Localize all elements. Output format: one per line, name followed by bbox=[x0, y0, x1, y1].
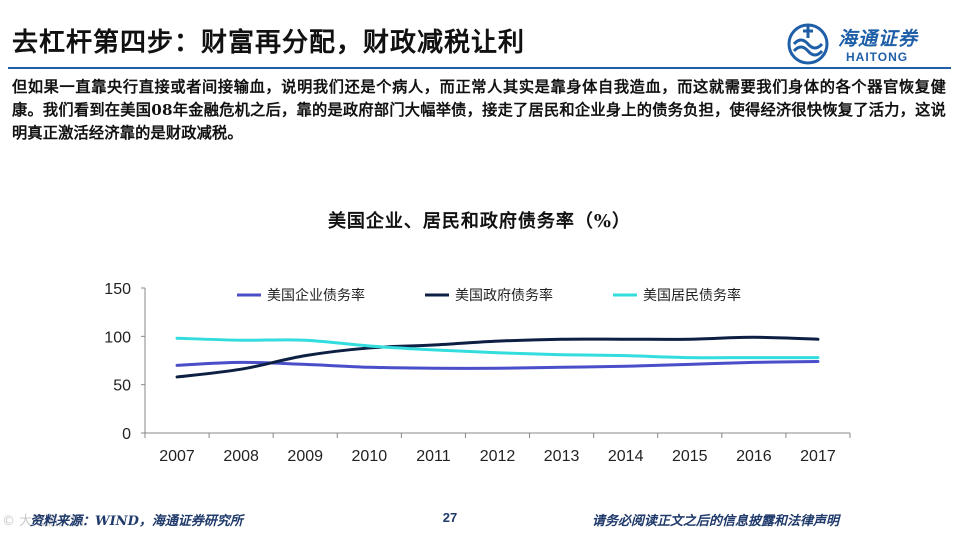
x-tick-label: 2012 bbox=[480, 448, 516, 465]
legend-label-3: 美国居民债务率 bbox=[643, 287, 741, 304]
slide-title: 去杠杆第四步：财富再分配，财政减税让利 bbox=[12, 28, 526, 58]
body-paragraph: 但如果一直靠央行直接或者间接输血，说明我们还是个病人，而正常人其实是靠身体自我造… bbox=[12, 78, 946, 142]
legend-label-2: 美国政府债务率 bbox=[455, 287, 553, 304]
chart-title: 美国企业、居民和政府债务率（%） bbox=[327, 211, 632, 232]
x-tick-label: 2017 bbox=[800, 448, 836, 465]
watermark: © 大数据文摘 bbox=[2, 514, 85, 529]
y-tick-label: 150 bbox=[104, 281, 131, 298]
y-tick-label: 0 bbox=[122, 426, 131, 443]
x-tick-label: 2013 bbox=[544, 448, 580, 465]
series-line-2 bbox=[175, 335, 820, 379]
footer-source: 资料来源：WIND，海通证券研究所 bbox=[30, 514, 243, 529]
y-tick-label: 100 bbox=[104, 329, 131, 346]
series-line-3 bbox=[175, 336, 820, 360]
debt-ratio-line-chart: 0 50 100 150 2007 2008 2009 2010 2011 2012 2013 201… bbox=[104, 281, 851, 465]
title-divider bbox=[8, 67, 951, 69]
haitong-emblem-icon bbox=[787, 23, 829, 65]
logo-chinese-name: 海通证券 bbox=[838, 28, 919, 50]
logo-english-name: HAITONG bbox=[846, 50, 909, 64]
haitong-logo: 海通证券 HAITONG bbox=[786, 22, 956, 66]
footer-disclaimer: 请务必阅读正文之后的信息披露和法律声明 bbox=[592, 514, 840, 529]
x-tick-label: 2014 bbox=[608, 448, 644, 465]
x-tick-label: 2016 bbox=[736, 448, 772, 465]
legend-label-1: 美国企业债务率 bbox=[267, 287, 365, 304]
x-tick-label: 2015 bbox=[672, 448, 708, 465]
x-tick-label: 2007 bbox=[159, 448, 195, 465]
x-tick-label: 2010 bbox=[352, 448, 388, 465]
x-tick-label: 2008 bbox=[223, 448, 259, 465]
page-number: 27 bbox=[442, 510, 458, 525]
series-line-1 bbox=[175, 359, 820, 370]
y-tick-label: 50 bbox=[113, 378, 131, 395]
x-tick-label: 2011 bbox=[416, 448, 451, 465]
x-tick-label: 2009 bbox=[287, 448, 323, 465]
